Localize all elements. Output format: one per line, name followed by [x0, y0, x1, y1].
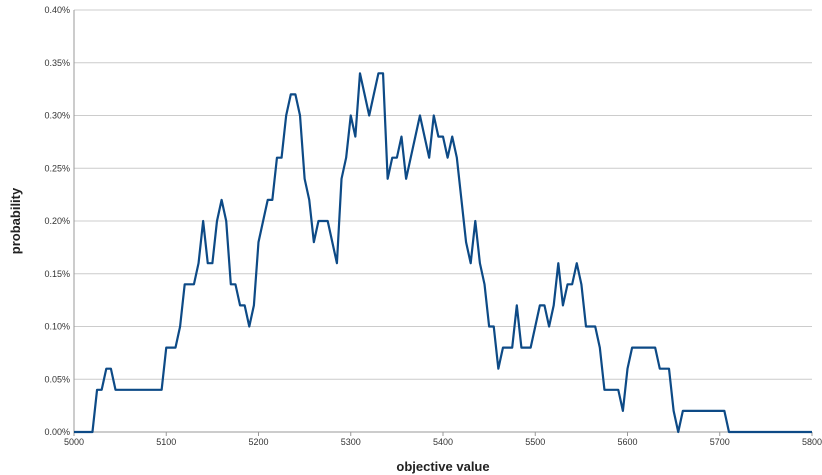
x-tick-label: 5500 [525, 437, 545, 447]
x-tick-label: 5400 [433, 437, 453, 447]
y-tick-label: 0.25% [44, 163, 70, 173]
grid-lines [74, 9, 812, 433]
y-tick-label: 0.05% [44, 374, 70, 384]
y-tick-label: 0.20% [44, 216, 70, 226]
x-tick-label: 5000 [64, 437, 84, 447]
x-axis-title: objective value [396, 459, 489, 474]
y-tick-label: 0.10% [44, 322, 70, 332]
x-tick-label: 5700 [710, 437, 730, 447]
x-axis-tick-labels: 5000 5100 5200 5300 5400 5500 5600 5700 5800 [64, 432, 822, 447]
y-axis-title: probability [8, 187, 23, 254]
y-tick-label: 0.35% [44, 58, 70, 68]
y-tick-label: 0.15% [44, 269, 70, 279]
x-tick-label: 5100 [156, 437, 176, 447]
y-axis-tick-labels: 0.00% 0.05% 0.10% 0.15% 0.20% 0.25% 0.30% 0.35%… [44, 5, 70, 437]
x-tick-label: 5600 [617, 437, 637, 447]
x-tick-label: 5300 [341, 437, 361, 447]
x-tick-label: 5200 [248, 437, 268, 447]
series-line [74, 72, 812, 434]
y-tick-label: 0.00% [44, 427, 70, 437]
y-tick-label: 0.30% [44, 111, 70, 121]
y-tick-label: 0.40% [44, 5, 70, 15]
x-tick-label: 5800 [802, 437, 822, 447]
